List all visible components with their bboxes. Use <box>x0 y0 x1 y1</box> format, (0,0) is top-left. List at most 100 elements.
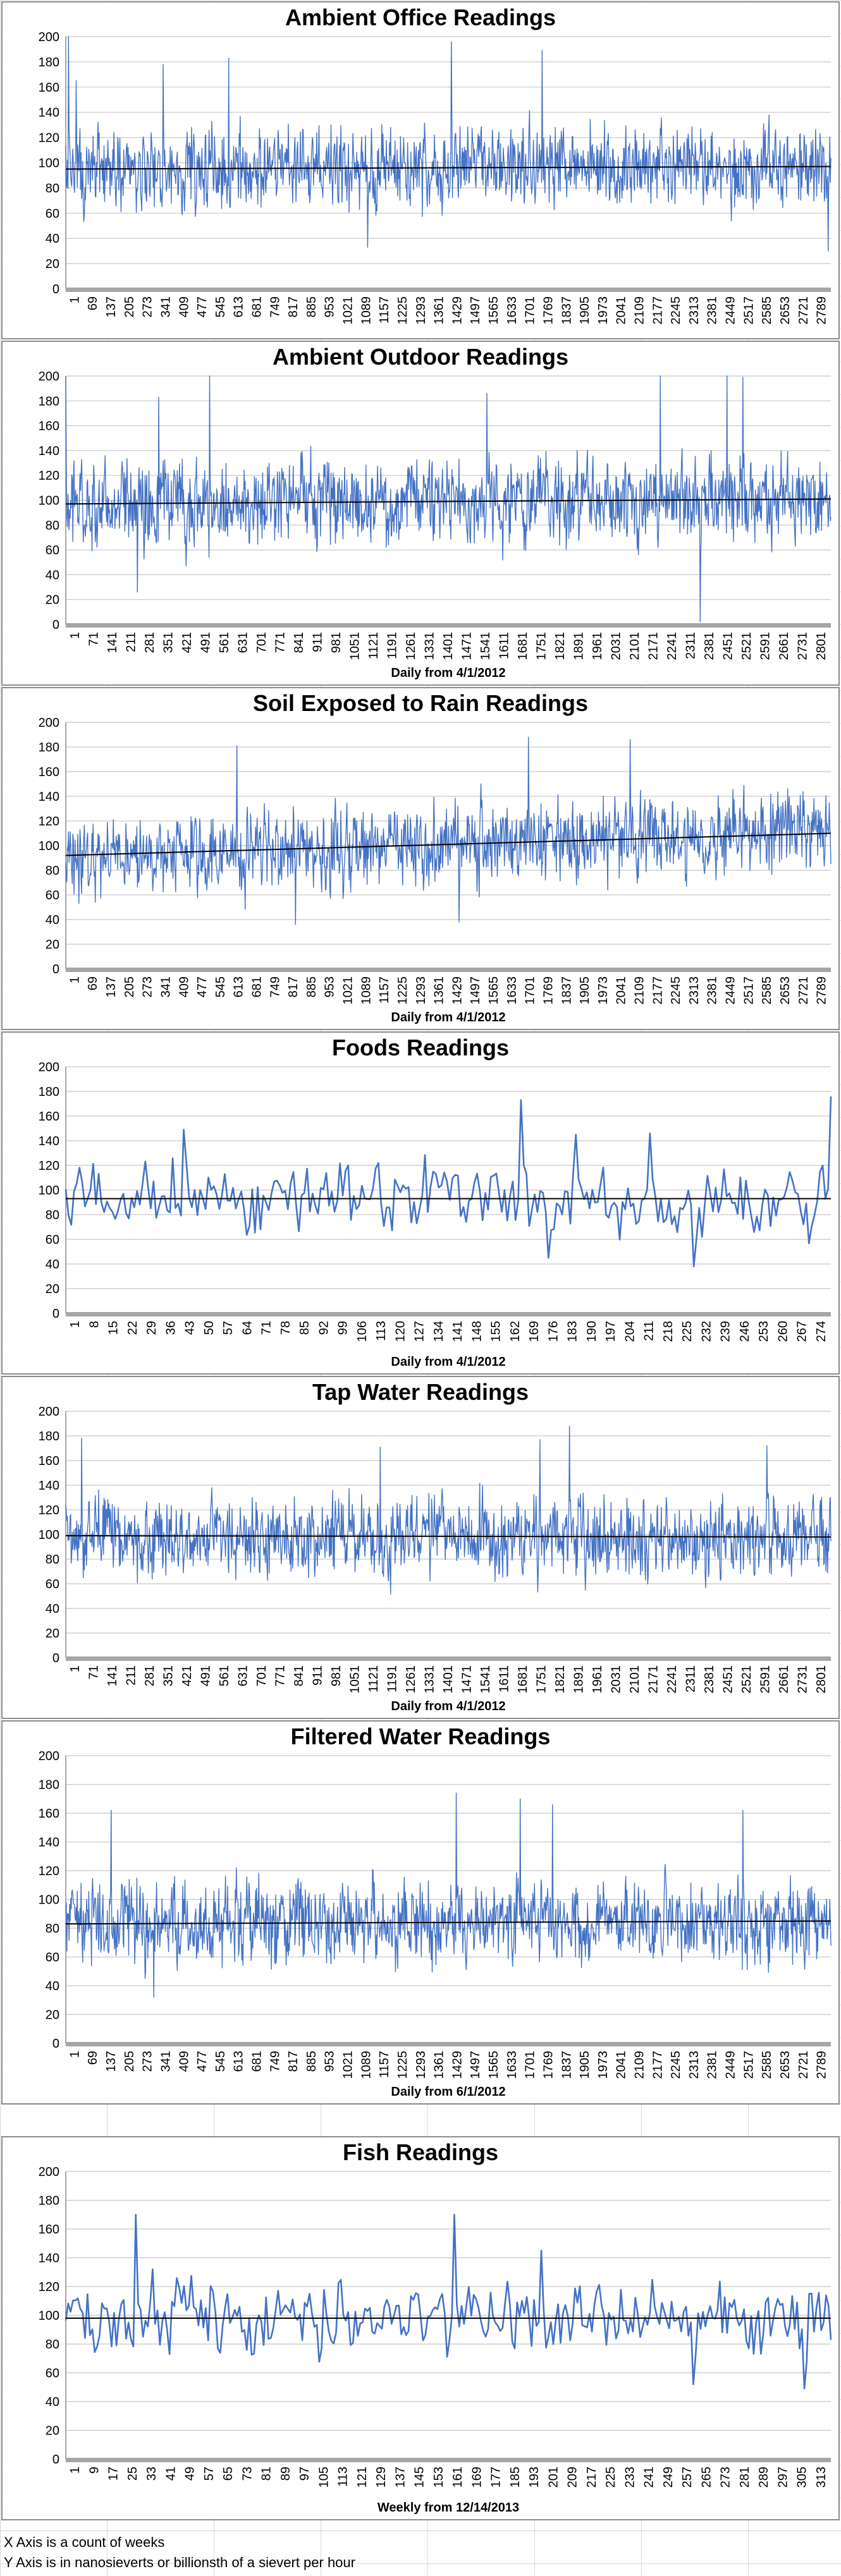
filtered-water-readings-x-tick-label: 1701 <box>524 2051 537 2079</box>
fish-readings-x-tick-label: 65 <box>221 2467 235 2481</box>
tap-water-readings-x-tick-label: 491 <box>199 1665 212 1686</box>
ambient-outdoor-readings-x-tick-label: 491 <box>199 632 212 653</box>
filtered-water-readings-x-tick-label: 885 <box>305 2051 319 2072</box>
ambient-office-readings-x-tick-label: 1837 <box>560 296 574 325</box>
soil-exposed-to-rain-readings-trendline <box>65 832 832 856</box>
soil-exposed-to-rain-readings-title: Soil Exposed to Rain Readings <box>253 690 588 716</box>
chart-tap-water: Tap Water Readings 0 20 40 60 80 100 120 140 160 1… <box>39 1379 832 1713</box>
foods-readings-x-tick-label: 239 <box>719 1321 733 1342</box>
x-axis-note: X Axis is a count of weeks <box>4 2534 165 2550</box>
foods-readings-x-tick-label: 1 <box>68 1321 82 1328</box>
fish-readings-x-tick-label: 185 <box>508 2467 522 2488</box>
ambient-office-readings-x-tick-label: 2653 <box>778 296 792 325</box>
tap-water-readings-x-tick-label: 1611 <box>498 1665 512 1692</box>
filtered-water-readings-x-tick-label: 137 <box>104 2051 118 2072</box>
fish-readings-x-tick-label: 97 <box>298 2467 312 2481</box>
ambient-office-readings-x-tick-label: 2449 <box>724 296 738 325</box>
soil-exposed-to-rain-readings-x-tick-label: 409 <box>177 976 191 997</box>
soil-exposed-to-rain-readings-x-tick-label: 205 <box>123 976 137 997</box>
filtered-water-readings-x-tick-label: 273 <box>141 2051 155 2072</box>
tap-water-readings-x-tick-label: 2031 <box>610 1665 623 1694</box>
tap-water-readings-x-tick-label: 1751 <box>535 1665 549 1694</box>
tap-water-readings-x-tick-label: 911 <box>310 1665 324 1686</box>
foods-readings-y-tick-label: 0 <box>52 1307 59 1321</box>
ambient-office-readings-trendline <box>65 166 832 170</box>
ambient-outdoor-readings-x-axis-label: Daily from 4/1/2012 <box>391 666 505 680</box>
ambient-outdoor-readings-x-tick-label: 1 <box>68 632 82 639</box>
filtered-water-readings-y-tick-label: 80 <box>46 1922 59 1936</box>
fish-readings-y-tick-label: 80 <box>46 2338 59 2352</box>
tap-water-readings-x-tick-label: 841 <box>292 1665 306 1686</box>
ambient-office-readings-y-tick-label: 0 <box>52 283 59 296</box>
tap-water-readings-x-tick-label: 1051 <box>348 1665 362 1694</box>
soil-exposed-to-rain-readings-x-tick-label: 749 <box>268 976 282 997</box>
foods-readings-y-tick-label: 60 <box>46 1233 59 1247</box>
fish-readings-x-tick-label: 57 <box>202 2467 216 2481</box>
foods-readings-y-tick-label: 100 <box>39 1184 59 1198</box>
soil-exposed-to-rain-readings-x-tick-label: 2517 <box>742 976 756 1005</box>
foods-readings-y-tick-label: 200 <box>39 1060 59 1074</box>
filtered-water-readings-x-tick-label: 1905 <box>578 2051 592 2079</box>
ambient-office-readings-x-tick-label: 1089 <box>359 296 373 325</box>
ambient-office-readings-x-tick-label: 341 <box>159 296 173 317</box>
soil-exposed-to-rain-readings-x-tick-label: 1293 <box>414 976 428 1005</box>
ambient-office-readings-x-tick-label: 2721 <box>797 296 811 325</box>
filtered-water-readings-x-tick-label: 1361 <box>433 2051 446 2079</box>
tap-water-readings-trendline <box>65 1534 832 1538</box>
fish-readings-x-tick-label: 49 <box>183 2467 197 2481</box>
ambient-outdoor-readings-y-tick-label: 40 <box>46 568 59 582</box>
tap-water-readings-y-tick-label: 180 <box>39 1430 59 1443</box>
ambient-office-readings-x-tick-label: 477 <box>195 296 209 317</box>
filtered-water-readings-x-axis <box>66 2042 831 2046</box>
soil-exposed-to-rain-readings-x-tick-label: 885 <box>305 976 319 997</box>
ambient-outdoor-readings-y-tick-label: 80 <box>46 519 59 533</box>
ambient-outdoor-readings-y-tick-label: 160 <box>39 420 59 434</box>
tap-water-readings-x-tick-label: 421 <box>180 1665 194 1686</box>
ambient-office-readings-title: Ambient Office Readings <box>285 4 556 30</box>
ambient-outdoor-readings-x-tick-label: 701 <box>255 632 269 653</box>
filtered-water-readings-x-tick-label: 2109 <box>633 2051 647 2079</box>
ambient-office-readings-x-tick-label: 1293 <box>414 296 428 325</box>
filtered-water-readings-x-tick-label: 2721 <box>797 2051 811 2079</box>
fish-readings-x-tick-label: 209 <box>566 2467 580 2488</box>
foods-readings-series-line <box>64 1096 832 1268</box>
chart-fish: Fish Readings 0 20 40 60 80 100 120 140 160 180 200… <box>39 2139 832 2515</box>
foods-readings-y-tick-label: 120 <box>39 1159 59 1173</box>
fish-readings-x-tick-label: 289 <box>757 2467 771 2488</box>
filtered-water-readings-series-line <box>65 1792 832 1998</box>
ambient-office-readings-x-tick-label: 1157 <box>378 296 391 324</box>
tap-water-readings-x-tick-label: 981 <box>329 1665 343 1686</box>
filtered-water-readings-y-tick-label: 160 <box>39 1807 59 1821</box>
ambient-outdoor-readings-x-tick-label: 421 <box>180 632 194 653</box>
foods-readings-x-tick-label: 162 <box>508 1321 522 1342</box>
tap-water-readings-x-tick-label: 281 <box>143 1665 157 1686</box>
foods-readings-x-tick-label: 274 <box>814 1321 828 1342</box>
soil-exposed-to-rain-readings-y-tick-label: 200 <box>39 716 59 730</box>
ambient-office-readings-x-tick-label: 2041 <box>615 296 629 325</box>
tap-water-readings-x-tick-label: 771 <box>273 1665 287 1686</box>
fish-readings-x-tick-label: 25 <box>126 2467 140 2481</box>
ambient-outdoor-readings-x-tick-label: 211 <box>124 632 138 652</box>
ambient-outdoor-readings-x-tick-label: 2521 <box>740 632 754 660</box>
fish-readings-x-tick-label: 137 <box>393 2467 407 2488</box>
ambient-office-readings-x-tick-label: 1565 <box>487 296 501 325</box>
tap-water-readings-x-tick-label: 141 <box>106 1665 120 1686</box>
filtered-water-readings-x-tick-label: 2381 <box>706 2051 720 2079</box>
ambient-office-readings-x-tick-label: 1021 <box>341 296 355 325</box>
soil-exposed-to-rain-readings-x-axis-label: Daily from 4/1/2012 <box>391 1011 505 1024</box>
foods-readings-x-tick-label: 120 <box>393 1321 407 1342</box>
ambient-office-readings-x-tick-label: 1633 <box>505 296 519 325</box>
fish-readings-x-tick-label: 193 <box>527 2467 541 2488</box>
fish-readings-y-tick-label: 120 <box>39 2280 59 2294</box>
tap-water-readings-x-tick-label: 2101 <box>628 1665 642 1694</box>
tap-water-readings-x-tick-label: 1471 <box>460 1665 474 1694</box>
foods-readings-x-tick-label: 225 <box>680 1321 694 1342</box>
chart-ambient-office: Ambient Office Readings02040608010012014… <box>39 4 832 325</box>
ambient-outdoor-readings-x-tick-label: 1121 <box>367 632 381 659</box>
tap-water-readings-x-tick-label: 1401 <box>441 1665 455 1694</box>
chart-foods: Foods Readings 0 20 40 60 80 100 120 140 160 180 20… <box>39 1035 832 1369</box>
tap-water-readings-x-tick-label: 2241 <box>665 1665 679 1694</box>
fish-readings-y-tick-label: 60 <box>46 2367 59 2381</box>
soil-exposed-to-rain-readings-x-axis <box>66 968 831 972</box>
ambient-outdoor-readings-x-tick-label: 2171 <box>647 632 661 660</box>
